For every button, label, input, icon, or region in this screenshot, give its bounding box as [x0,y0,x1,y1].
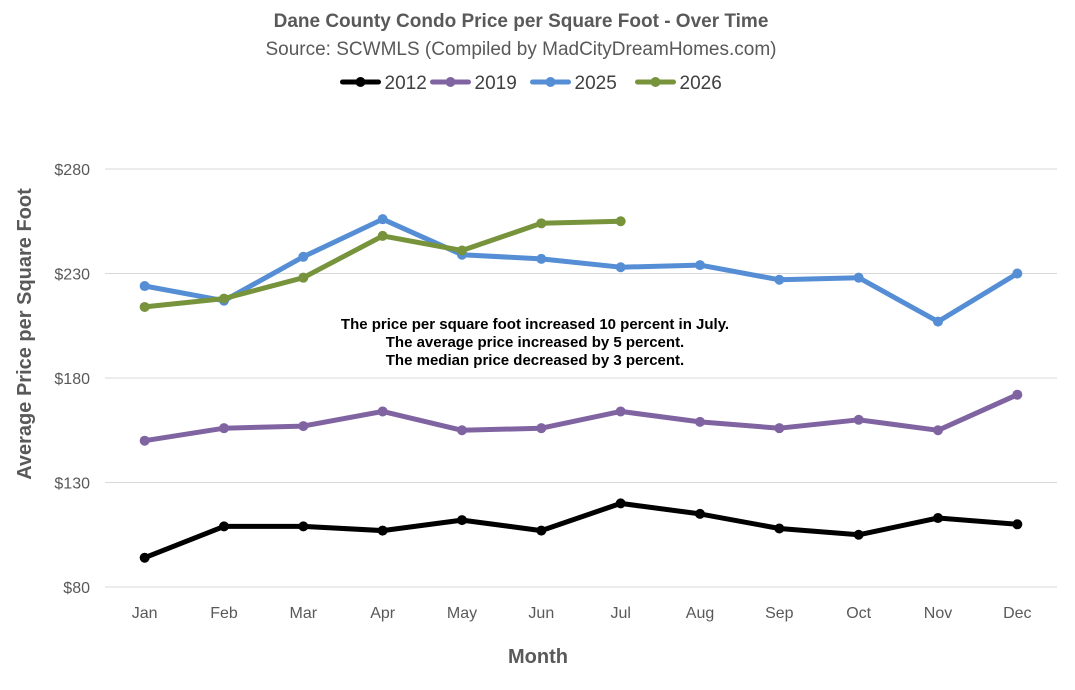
chart-title: Dane County Condo Price per Square Foot … [274,11,769,32]
x-tick-label: Apr [370,605,396,622]
data-point [219,293,229,304]
data-point [1012,268,1023,279]
chart-subtitle: Source: SCWMLS (Compiled by MadCityDream… [265,39,776,60]
data-point [139,552,150,563]
legend-label: 2012 [385,73,427,94]
data-point [536,253,547,264]
series-2025 [139,214,1023,327]
data-point [933,425,943,436]
annotation-line-3: The median price decreased by 3 percent. [386,352,684,369]
data-point [1012,389,1023,400]
data-point [536,423,547,434]
legend-item-2026: 2026 [635,73,722,94]
legend-item-2019: 2019 [430,73,517,94]
series-line [142,392,1020,444]
legend-swatch-marker [445,77,456,87]
legend-swatch-marker [545,77,556,87]
data-point [853,414,864,425]
data-point [536,525,547,536]
data-point [695,416,705,427]
x-tick-label: Feb [210,605,238,622]
series-2012 [139,498,1023,563]
data-point [933,316,943,327]
data-point [933,513,943,524]
x-tick-label: Jul [610,605,630,622]
x-axis-title: Month [508,646,568,668]
data-point [774,274,785,285]
x-tick-label: Sep [765,605,794,622]
data-point [298,421,309,432]
data-point [615,216,626,227]
gridlines [105,168,1057,588]
x-tick-label: May [447,605,477,622]
y-tick-label: $280 [54,162,90,179]
y-tick-label: $80 [63,580,90,597]
data-point [298,251,309,262]
legend-label: 2026 [680,73,722,94]
data-point [139,435,150,446]
series-2019 [139,389,1023,446]
data-point [377,525,388,536]
annotation-line-1: The price per square foot increased 10 p… [341,316,729,333]
x-tick-label: Jan [132,605,158,622]
x-tick-label: Nov [924,605,952,622]
data-point [615,406,626,417]
data-point [615,262,626,273]
legend-swatch-marker [650,77,661,87]
data-point [298,521,309,532]
chart-annotation: The price per square foot increased 10 p… [341,316,729,369]
annotation-line-2: The average price increased by 5 percent… [386,334,684,351]
x-tick-label: Jun [528,605,554,622]
data-point [695,508,705,519]
y-tick-label: $180 [54,371,90,388]
series-line [142,216,1020,325]
data-point [457,245,467,256]
data-point [853,529,864,540]
data-point [1012,519,1023,530]
data-point [219,521,229,532]
legend-label: 2019 [475,73,517,94]
x-tick-label: Aug [686,605,714,622]
data-point [377,406,388,417]
y-axis-title: Average Price per Square Foot [14,188,36,480]
series-2026 [139,216,626,312]
y-tick-label: $230 [54,267,90,284]
data-point [774,423,785,434]
x-axis-ticks: Jan Feb Mar Apr May Jun Jul Aug Sep Oct Nov Dec [132,605,1032,622]
x-tick-label: Oct [846,605,871,622]
legend-swatch-marker [355,77,366,87]
data-point [536,218,547,229]
legend-item-2012: 2012 [340,73,427,94]
chart-legend: 2012 2019 2025 2026 [340,73,722,94]
data-point [139,281,150,292]
data-point [457,425,467,436]
series-line [142,500,1020,561]
data-point [298,272,309,283]
x-tick-label: Mar [290,605,318,622]
series-group [139,214,1023,563]
y-tick-label: $130 [54,476,90,493]
data-point [853,272,864,283]
data-point [377,214,388,225]
legend-label: 2025 [575,73,617,94]
data-point [139,301,150,312]
data-point [377,230,388,241]
data-point [615,498,626,509]
legend-item-2025: 2025 [530,73,617,94]
y-axis-ticks: $80 $130 $180 $230 $280 [54,162,90,597]
data-point [219,423,229,434]
data-point [457,515,467,526]
data-point [774,523,785,534]
data-point [695,260,705,271]
x-tick-label: Dec [1003,605,1031,622]
